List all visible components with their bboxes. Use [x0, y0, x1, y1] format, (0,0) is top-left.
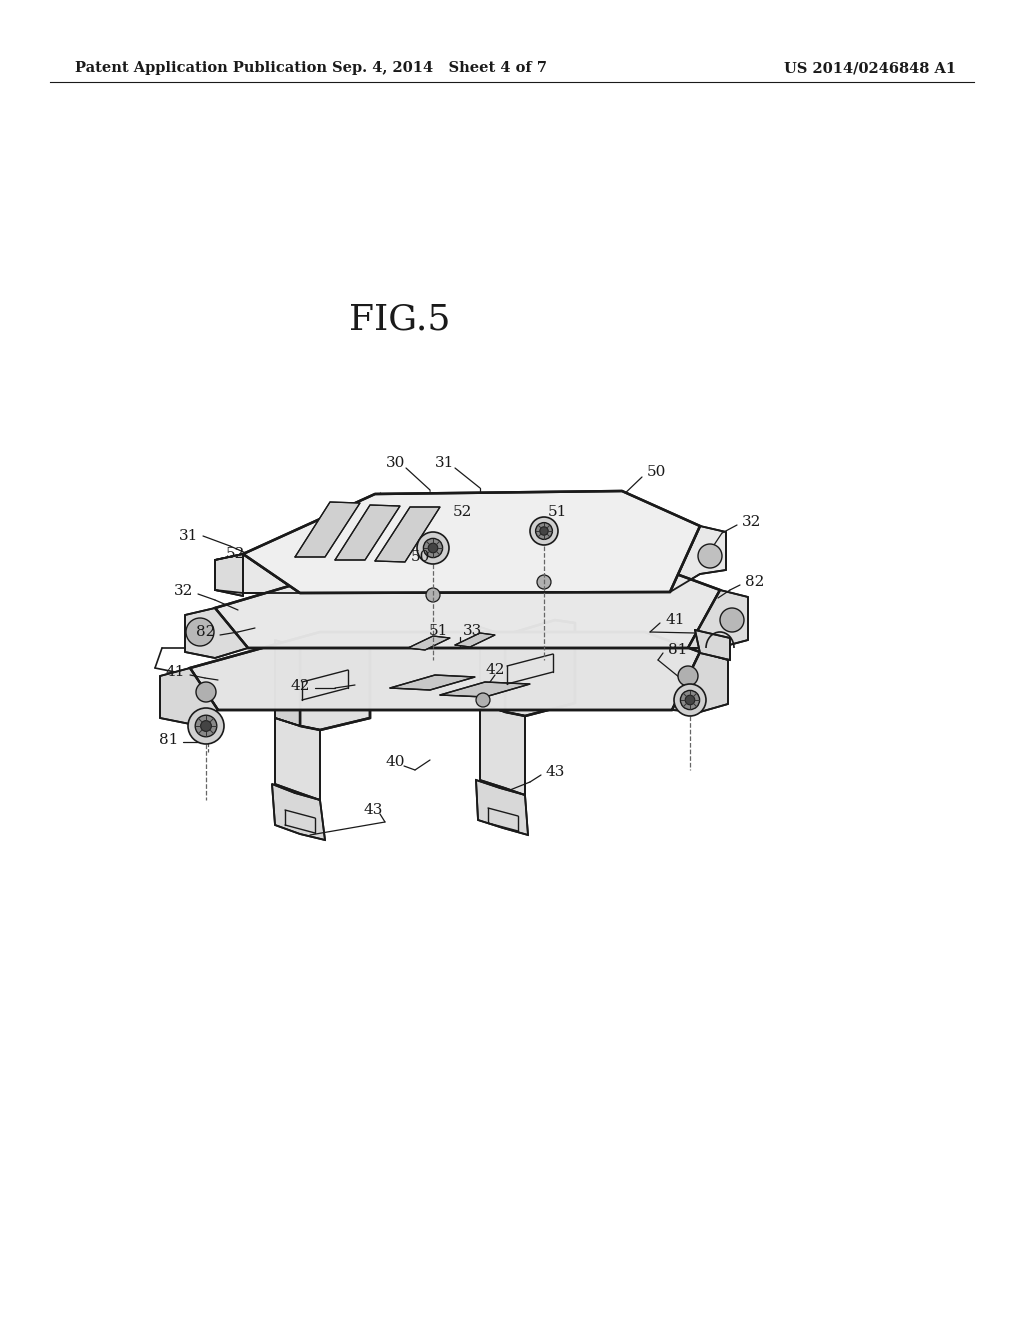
Polygon shape [215, 554, 300, 593]
Circle shape [674, 684, 706, 715]
Text: FIG.5: FIG.5 [349, 304, 451, 337]
Text: Sep. 4, 2014   Sheet 4 of 7: Sep. 4, 2014 Sheet 4 of 7 [333, 61, 548, 75]
Circle shape [536, 523, 552, 540]
Text: 33: 33 [463, 624, 481, 638]
Polygon shape [670, 525, 726, 591]
Text: 50: 50 [647, 465, 667, 479]
Circle shape [201, 721, 211, 731]
Circle shape [537, 576, 551, 589]
Circle shape [426, 587, 440, 602]
Text: 41: 41 [665, 612, 684, 627]
Text: 43: 43 [545, 766, 564, 779]
Polygon shape [476, 780, 528, 836]
Text: 32: 32 [174, 583, 193, 598]
Polygon shape [190, 632, 700, 710]
Polygon shape [185, 609, 248, 657]
Text: Patent Application Publication: Patent Application Publication [75, 61, 327, 75]
Text: 52: 52 [453, 506, 472, 519]
Polygon shape [272, 784, 325, 840]
Circle shape [720, 609, 744, 632]
Circle shape [680, 690, 699, 710]
Polygon shape [215, 568, 720, 648]
Text: 41: 41 [166, 665, 185, 678]
Text: 82: 82 [196, 624, 215, 639]
Polygon shape [480, 704, 525, 795]
Polygon shape [440, 682, 530, 697]
Text: 81: 81 [668, 643, 687, 657]
Circle shape [417, 532, 449, 564]
Polygon shape [672, 652, 728, 711]
Polygon shape [375, 507, 440, 562]
Circle shape [196, 715, 217, 737]
Polygon shape [408, 636, 450, 649]
Text: 30: 30 [386, 455, 406, 470]
Polygon shape [295, 502, 360, 557]
Text: 52: 52 [225, 546, 245, 561]
Circle shape [698, 544, 722, 568]
Text: 51: 51 [428, 624, 447, 638]
Circle shape [423, 539, 442, 557]
Circle shape [476, 693, 490, 708]
Polygon shape [275, 718, 319, 800]
Text: 50: 50 [411, 550, 430, 564]
Polygon shape [300, 635, 370, 730]
Text: 82: 82 [745, 576, 764, 589]
Polygon shape [505, 620, 575, 715]
Circle shape [685, 696, 695, 705]
Circle shape [188, 708, 224, 744]
Polygon shape [455, 634, 495, 647]
Text: 32: 32 [742, 515, 762, 529]
Polygon shape [688, 590, 748, 648]
Text: 31: 31 [178, 529, 198, 543]
Polygon shape [215, 554, 243, 597]
Text: US 2014/0246848 A1: US 2014/0246848 A1 [784, 61, 956, 75]
Circle shape [186, 618, 214, 645]
Text: 31: 31 [435, 455, 455, 470]
Polygon shape [243, 491, 700, 593]
Text: 40: 40 [385, 755, 404, 770]
Circle shape [540, 527, 548, 535]
Circle shape [428, 544, 438, 553]
Text: 42: 42 [485, 663, 505, 677]
Circle shape [678, 667, 698, 686]
Text: 81: 81 [159, 733, 178, 747]
Polygon shape [335, 506, 400, 560]
Polygon shape [695, 630, 730, 660]
Text: 42: 42 [291, 678, 310, 693]
Polygon shape [390, 675, 475, 690]
Polygon shape [480, 627, 505, 711]
Polygon shape [160, 668, 218, 723]
Circle shape [530, 517, 558, 545]
Text: 51: 51 [547, 506, 566, 519]
Text: 43: 43 [364, 803, 383, 817]
Polygon shape [275, 640, 300, 726]
Circle shape [196, 682, 216, 702]
